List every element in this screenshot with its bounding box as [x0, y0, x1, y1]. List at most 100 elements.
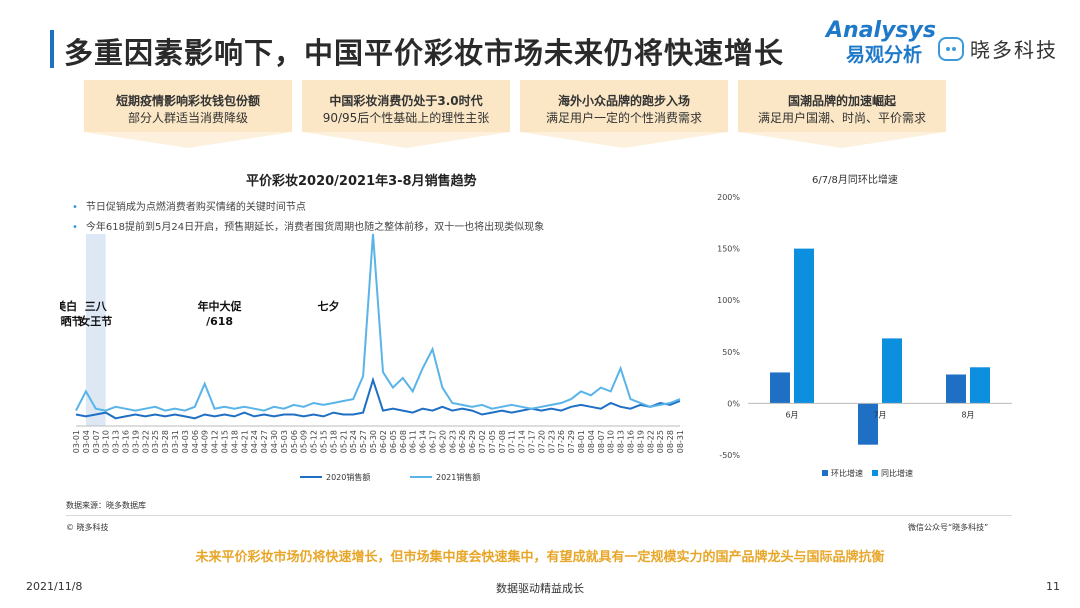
x-tick-label: 06-08	[399, 430, 408, 453]
series-line-2	[75, 233, 681, 412]
x-tick-label: 06-05	[389, 430, 398, 453]
driver-card-4: 国潮品牌的加速崛起 满足用户国潮、时尚、平价需求	[738, 80, 946, 148]
analysys-logo: Analysys 易观分析	[826, 18, 936, 70]
x-tick-label: 06-20	[438, 430, 447, 453]
x-tick-label: 03-25	[151, 430, 160, 453]
event-label: 防晒节	[60, 314, 83, 328]
x-tick-label: 04-18	[230, 430, 239, 453]
x-tick-label: 07-17	[527, 430, 536, 453]
x-tick-label: 08-01	[577, 430, 586, 453]
bar-2	[794, 248, 814, 404]
x-tick-label: 06-29	[468, 430, 477, 453]
y-tick-label: 150%	[717, 245, 740, 254]
bar-1	[946, 374, 966, 404]
driver-card-3: 海外小众品牌的跑步入场 满足用户一定的个性消费需求	[520, 80, 728, 148]
x-tick-label: 07-20	[537, 430, 546, 453]
y-tick-label: -50%	[719, 451, 740, 460]
event-label: 女王节	[79, 314, 112, 328]
driver-card-desc: 满足用户一定的个性消费需求	[545, 111, 702, 125]
x-tick-label: 06-11	[409, 430, 418, 453]
chart-note-1: • 节日促销成为点燃消费者购买情绪的关键时间节点	[72, 202, 306, 213]
conclusion-text: 未来平价彩妆市场仍将快速增长，但市场集中度会快速集中，有望成就具有一定规模实力的…	[195, 550, 885, 565]
x-tick-label: 08-04	[587, 430, 596, 453]
page-number: 11	[1046, 580, 1060, 593]
x-tick-label: 08-25	[656, 430, 665, 453]
footer-tagline: 数据驱动精益成长	[496, 582, 584, 595]
driver-card-title: 中国彩妆消费仍处于3.0时代	[329, 94, 483, 108]
y-tick-label: 0%	[727, 399, 740, 408]
legend-swatch	[872, 470, 878, 476]
category-label: 7月	[873, 410, 886, 419]
analysys-logo-text: Analysys	[826, 18, 936, 43]
x-tick-label: 07-26	[557, 430, 566, 453]
x-tick-label: 07-05	[488, 430, 497, 453]
x-tick-label: 08-28	[666, 430, 675, 453]
bar-2	[970, 367, 990, 404]
analysys-logo-cn: 易观分析	[846, 44, 923, 66]
wechat-account: 微信公众号“晓多科技”	[908, 523, 989, 532]
x-tick-label: 04-09	[201, 430, 210, 453]
x-tick-label: 07-23	[547, 430, 556, 453]
x-tick-label: 04-15	[221, 430, 230, 453]
x-tick-label: 06-02	[379, 430, 388, 453]
x-tick-label: 05-09	[300, 430, 309, 453]
x-tick-label: 04-30	[270, 430, 279, 453]
event-label: 年中大促	[198, 299, 243, 313]
x-tick-label: 05-15	[320, 430, 329, 453]
x-tick-label: 07-11	[508, 430, 517, 453]
bar-2	[882, 338, 902, 404]
xiaoduo-logo-text: 晓多科技	[970, 38, 1058, 62]
robot-icon	[938, 36, 964, 61]
footer-date: 2021/11/8	[26, 580, 83, 593]
category-label: 6月	[785, 410, 798, 419]
x-tick-label: 08-07	[597, 430, 606, 453]
x-tick-label: 03-07	[92, 430, 101, 453]
x-tick-label: 06-23	[448, 430, 457, 453]
y-tick-label: 200%	[717, 193, 740, 202]
page-title: 多重因素影响下，中国平价彩妆市场未来仍将快速增长	[64, 36, 785, 70]
series-line-1	[75, 376, 681, 420]
x-tick-label: 08-13	[617, 430, 626, 453]
category-label: 8月	[961, 410, 974, 419]
event-band	[85, 234, 106, 426]
driver-card-2: 中国彩妆消费仍处于3.0时代 90/95后个性基础上的理性主张	[302, 80, 510, 148]
xiaoduo-logo: 晓多科技	[938, 34, 1058, 63]
x-tick-label: 03-19	[131, 430, 140, 453]
chart-note-2: • 今年618提前到5月24日开启，预售期延长，消费者囤货周期也随之整体前移，双十…	[72, 222, 545, 233]
driver-card-title: 国潮品牌的加速崛起	[787, 94, 896, 108]
bar-1	[858, 403, 878, 445]
bar-1	[770, 372, 790, 404]
main-chart-title: 平价彩妆2020/2021年3-8月销售趋势	[246, 174, 477, 189]
x-tick-label: 03-13	[112, 430, 121, 453]
x-tick-label: 07-14	[518, 430, 527, 453]
x-tick-label: 03-28	[161, 430, 170, 453]
driver-card-1: 短期疫情影响彩妆钱包份额 部分人群适当消费降级	[84, 80, 292, 148]
copyright: © 晓多科技	[66, 523, 109, 532]
x-tick-label: 05-06	[290, 430, 299, 453]
sales-trend-chart: 三八女王节美白防晒节 年中大促/618 七夕 03-0103-0403-0703-10…	[60, 233, 685, 482]
x-tick-label: 04-21	[240, 430, 249, 453]
legend-swatch	[822, 470, 828, 476]
x-tick-label: 03-22	[141, 430, 150, 453]
x-tick-label: 04-12	[211, 430, 220, 453]
title-accent-bar	[50, 30, 54, 68]
x-tick-label: 05-12	[310, 430, 319, 453]
x-tick-label: 04-03	[181, 430, 190, 453]
x-tick-label: 08-19	[636, 430, 645, 453]
x-tick-label: 06-14	[419, 430, 428, 453]
x-tick-label: 03-16	[122, 430, 131, 453]
x-tick-label: 05-18	[329, 430, 338, 453]
x-tick-label: 06-17	[428, 430, 437, 453]
x-tick-label: 04-06	[191, 430, 200, 453]
y-tick-label: 100%	[717, 296, 740, 305]
x-tick-label: 03-31	[171, 430, 180, 453]
x-tick-label: 05-03	[280, 430, 289, 453]
legend-label: 环比增速	[831, 468, 863, 478]
event-label: /618	[206, 315, 233, 328]
x-tick-label: 08-16	[626, 430, 635, 453]
driver-card-desc: 满足用户国潮、时尚、平价需求	[757, 111, 926, 125]
divider	[66, 515, 1012, 516]
driver-card-desc: 部分人群适当消费降级	[127, 111, 248, 125]
legend-label: 同比增速	[881, 468, 913, 478]
